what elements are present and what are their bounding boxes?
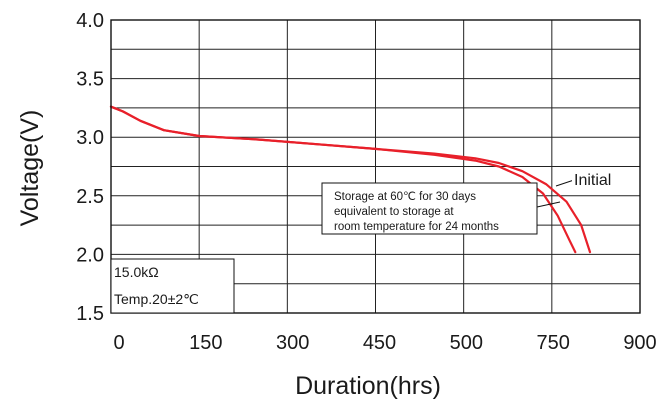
grid-lines (111, 20, 640, 313)
load-resistance: 15.0kΩ (114, 264, 159, 280)
y-tick-labels: 1.5 2.0 2.5 3.0 3.5 4.0 (76, 10, 104, 325)
initial-leader-line (555, 179, 575, 187)
series-label-initial: Initial (574, 172, 611, 189)
storage-note-line-1: Storage at 60℃ for 30 days (334, 191, 476, 203)
storage-leader-line (536, 201, 561, 208)
temperature-condition: Temp.20±2℃ (114, 291, 199, 307)
storage-note-box (321, 182, 538, 235)
x-tick-label: 300 (276, 332, 309, 354)
initial-label-bg (572, 169, 628, 189)
x-tick-label: 900 (623, 332, 656, 354)
condition-box (110, 258, 235, 314)
x-tick-label: 450 (363, 332, 396, 354)
x-tick-labels: 0 150 300 450 500 750 900 (113, 332, 656, 354)
x-tick-label: 750 (536, 332, 569, 354)
x-axis-title: Duration(hrs) (295, 372, 441, 400)
y-tick-label: 1.5 (76, 303, 104, 325)
x-tick-label: 500 (450, 332, 483, 354)
y-tick-label: 4.0 (76, 10, 104, 32)
y-tick-label: 2.0 (76, 244, 104, 266)
y-axis-title: Voltage(V) (16, 110, 44, 227)
storage-note-line-3: room temperature for 24 months (334, 221, 499, 233)
storage-note-line-2: equivalent to storage at (334, 206, 454, 218)
x-tick-label: 0 (113, 332, 124, 354)
y-tick-label: 2.5 (76, 186, 104, 208)
y-tick-label: 3.0 (76, 127, 104, 149)
y-tick-label: 3.5 (76, 69, 104, 91)
x-tick-label: 150 (189, 332, 222, 354)
plot-frame (110, 19, 641, 314)
